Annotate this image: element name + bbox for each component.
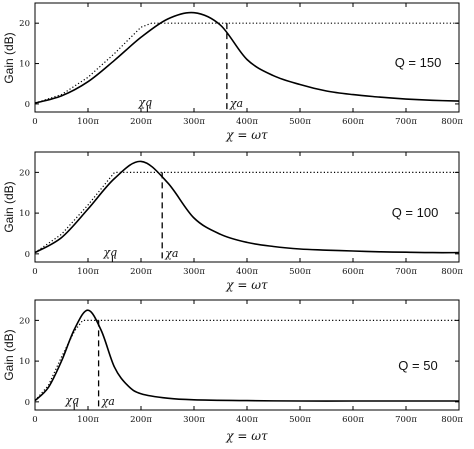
x-tick-label: 100π (77, 117, 99, 127)
asymptote-line (34, 171, 459, 254)
chi-a-label: χa (101, 395, 115, 408)
y-tick-label: 10 (19, 209, 30, 219)
panel-2: 0 100π 200π 300π 400π 500π 600π 700π 800π 0 10 20Ga… (2, 151, 463, 292)
y-axis-label: Gain (dB) (2, 32, 16, 83)
gain-curve (34, 160, 460, 254)
x-tick-label: 0 (32, 267, 37, 277)
x-axis-label: χ = ωτ (225, 128, 268, 142)
chi-q-label: χq (64, 394, 79, 407)
y-tick-label: 20 (19, 316, 30, 326)
chi-a-label: χa (229, 97, 243, 110)
x-tick-label: 500π (289, 415, 311, 425)
x-tick-label: 500π (289, 117, 311, 127)
q-value-label: Q = 50 (398, 358, 437, 373)
q-value-label: Q = 100 (392, 205, 439, 220)
x-tick-label: 700π (395, 415, 417, 425)
x-tick-label: 700π (395, 117, 417, 127)
x-tick-label: 600π (342, 117, 364, 127)
x-tick-label: 100π (77, 267, 99, 277)
x-tick-label: 200π (130, 415, 152, 425)
y-tick-label: 20 (19, 19, 30, 29)
x-tick-label: 800π (441, 267, 463, 277)
asymptote-line (34, 22, 459, 104)
x-tick-label: 800π (441, 117, 463, 127)
y-tick-label: 0 (25, 398, 30, 408)
x-tick-label: 0 (32, 415, 37, 425)
y-tick-label: 20 (19, 168, 30, 178)
panel-1: 0 100π 200π 300π 400π 500π 600π 700π 800π 0 10 20Ga… (2, 2, 463, 142)
y-tick-label: 0 (25, 250, 30, 260)
y-tick-label: 10 (19, 60, 30, 70)
x-tick-label: 400π (236, 267, 258, 277)
y-axis-label: Gain (dB) (2, 329, 16, 380)
x-tick-label: 0 (32, 117, 37, 127)
x-tick-label: 300π (183, 117, 205, 127)
chi-q-label: χq (138, 96, 153, 109)
y-tick-label: 10 (19, 357, 30, 367)
chi-a-label: χa (164, 247, 178, 260)
x-axis-label: χ = ωτ (225, 278, 268, 292)
x-tick-label: 300π (183, 267, 205, 277)
x-axis-label: χ = ωτ (225, 429, 268, 443)
x-tick-label: 400π (236, 415, 258, 425)
x-tick-label: 200π (130, 117, 152, 127)
x-tick-label: 200π (130, 267, 152, 277)
x-tick-label: 600π (342, 415, 364, 425)
x-tick-label: 700π (395, 267, 417, 277)
gain-curve (34, 309, 459, 402)
x-tick-label: 300π (183, 415, 205, 425)
panel-3: 0 100π 200π 300π 400π 500π 600π 700π 800π 0 10 20Ga… (2, 299, 463, 443)
x-tick-label: 500π (289, 267, 311, 277)
x-tick-label: 800π (441, 415, 463, 425)
q-value-label: Q = 150 (395, 55, 442, 70)
x-tick-label: 600π (342, 267, 364, 277)
x-tick-label: 100π (77, 415, 99, 425)
x-tick-label: 400π (236, 117, 258, 127)
y-axis-label: Gain (dB) (2, 181, 16, 232)
chi-q-label: χq (103, 246, 118, 259)
y-tick-label: 0 (25, 100, 30, 110)
asymptote-line (34, 319, 459, 401)
gain-curve (34, 11, 460, 104)
